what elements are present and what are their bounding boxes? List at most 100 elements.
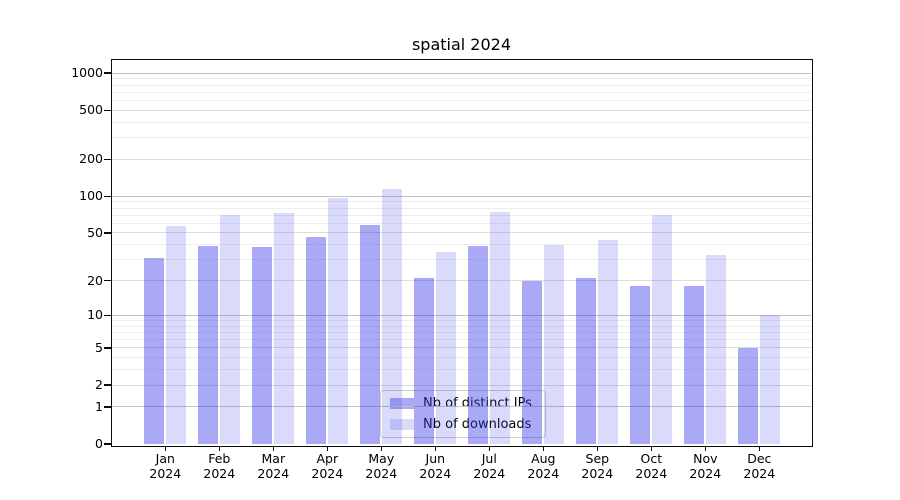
minor-gridline [112, 339, 811, 341]
minor-gridline [112, 259, 811, 261]
bar-apr-distinct-ips [306, 237, 327, 444]
bar-sep-distinct-ips [576, 278, 597, 444]
y-tick-label: 2 [95, 377, 103, 393]
y-tick-label: 500 [79, 102, 103, 118]
minor-gridline [112, 369, 811, 371]
minor-gridline [112, 201, 811, 203]
minor-gridline [112, 121, 811, 123]
major-gridline [112, 195, 811, 197]
major-gridline [112, 72, 811, 74]
x-tick-mark [758, 446, 761, 451]
plot-frame [110, 58, 813, 447]
x-tick-label-jan: Jan 2024 [149, 451, 182, 481]
minor-gridline [112, 91, 811, 93]
y-tick-mark [104, 72, 111, 74]
minor-gridline [112, 137, 811, 139]
y-tick-label: 20 [87, 272, 103, 288]
bar-oct-distinct-ips [630, 286, 651, 444]
legend-swatch-distinct-ips [390, 398, 414, 409]
bar-jun-distinct-ips [414, 278, 435, 444]
x-tick-mark [704, 446, 707, 451]
legend-row: Nb of downloads [390, 416, 545, 434]
minor-gridline [112, 222, 811, 224]
minor-gridline [112, 84, 811, 86]
legend-label-downloads: Nb of downloads [423, 417, 532, 432]
y-tick-label: 1 [95, 398, 103, 414]
y-tick-label: 10 [87, 307, 103, 323]
legend: Nb of distinct IPs Nb of downloads [380, 390, 546, 438]
bar-sep-downloads [598, 239, 619, 444]
x-tick-label-apr: Apr 2024 [311, 451, 344, 481]
tick-gridline [112, 384, 811, 386]
bar-dec-downloads [760, 315, 781, 444]
y-tick-label: 1000 [71, 65, 103, 81]
bar-may-distinct-ips [360, 225, 381, 444]
y-tick-mark [104, 406, 111, 408]
minor-gridline [112, 357, 811, 359]
x-tick-label-jun: Jun 2024 [419, 451, 452, 481]
y-tick-mark [104, 384, 111, 386]
x-tick-mark [434, 446, 437, 451]
minor-gridline [112, 214, 811, 216]
minor-gridline [112, 100, 811, 102]
y-tick-label: 100 [79, 188, 103, 204]
x-tick-label-nov: Nov 2024 [689, 451, 722, 481]
x-tick-mark [488, 446, 491, 451]
bar-nov-distinct-ips [684, 286, 705, 444]
tick-gridline [112, 347, 811, 349]
bar-jun-downloads [436, 251, 457, 444]
y-tick-mark [104, 279, 111, 282]
bar-mar-downloads [274, 213, 295, 444]
minor-gridline [112, 331, 811, 333]
y-tick-label: 50 [87, 224, 103, 240]
y-tick-label: 0 [95, 436, 103, 451]
plot-area: Nb of distinct IPs Nb of downloads [112, 60, 811, 444]
tick-gridline [112, 280, 811, 282]
x-tick-label-oct: Oct 2024 [635, 451, 668, 481]
minor-gridline [112, 325, 811, 327]
bar-feb-downloads [220, 214, 241, 444]
bar-jan-downloads [166, 226, 187, 444]
x-tick-mark [380, 446, 383, 451]
chart-title: spatial 2024 [411, 35, 512, 54]
major-gridline [112, 406, 811, 408]
x-tick-label-mar: Mar 2024 [257, 451, 290, 481]
bar-may-downloads [382, 188, 403, 444]
y-tick-mark [104, 347, 111, 349]
y-tick-label: 200 [79, 151, 103, 167]
x-tick-mark [164, 446, 167, 451]
x-tick-mark [650, 446, 653, 451]
tick-gridline [112, 158, 811, 160]
y-tick-mark [104, 443, 111, 445]
x-tick-mark [596, 446, 599, 451]
major-gridline [112, 314, 811, 316]
bar-aug-distinct-ips [522, 280, 543, 444]
y-tick-mark [104, 195, 111, 198]
x-tick-mark [542, 446, 545, 451]
minor-gridline [112, 319, 811, 321]
bar-apr-downloads [328, 197, 349, 444]
x-tick-mark [326, 446, 329, 451]
bar-aug-downloads [544, 244, 565, 444]
bar-jul-distinct-ips [468, 246, 489, 444]
bar-oct-downloads [652, 215, 673, 444]
bar-jul-downloads [490, 212, 511, 444]
x-tick-label-jul: Jul 2024 [473, 451, 506, 481]
y-tick-mark [104, 158, 111, 161]
bar-dec-distinct-ips [738, 347, 759, 444]
y-tick-mark [104, 232, 111, 234]
x-tick-label-may: May 2024 [365, 451, 398, 481]
bar-jan-distinct-ips [144, 258, 165, 444]
minor-gridline [112, 244, 811, 246]
legend-swatch-downloads [390, 419, 414, 430]
tick-gridline [112, 109, 811, 111]
bar-nov-downloads [706, 254, 727, 444]
x-tick-mark [218, 446, 221, 451]
x-tick-label-sep: Sep 2024 [581, 451, 614, 481]
x-tick-label-aug: Aug 2024 [527, 451, 560, 481]
tick-gridline [112, 232, 811, 234]
minor-gridline [112, 78, 811, 80]
x-tick-label-dec: Dec 2024 [743, 451, 776, 481]
minor-gridline [112, 207, 811, 209]
